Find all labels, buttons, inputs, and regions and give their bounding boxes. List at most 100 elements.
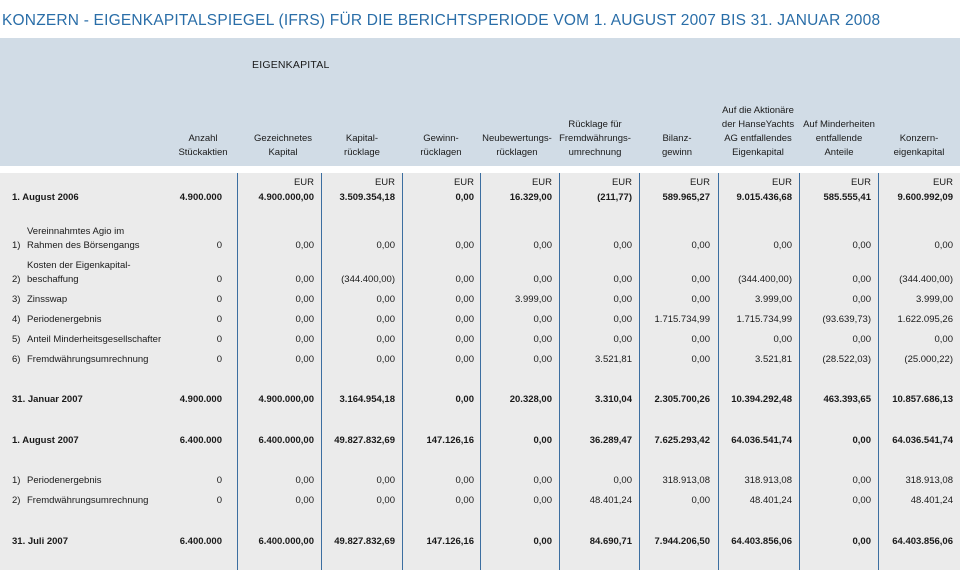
- page-title: KONZERN - EIGENKAPITALSPIEGEL (IFRS) FÜR…: [2, 12, 881, 29]
- column-rule: [799, 173, 800, 570]
- value-cell: 0,00: [852, 240, 872, 251]
- value-cell: 3.509.354,18: [339, 192, 395, 203]
- row-label-text: Periodenergebnis: [27, 475, 102, 486]
- value-cell: 3.999,00: [916, 294, 953, 305]
- value-cell: 0,00: [455, 334, 475, 345]
- value-cell: 0,00: [852, 475, 872, 486]
- column-header: Auf Minderheiten entfallende Anteile: [803, 119, 875, 158]
- value-cell: (344.400,00): [341, 274, 395, 285]
- currency-label: EUR: [374, 177, 395, 188]
- value-cell: 0,00: [295, 495, 315, 506]
- table-row: 2) Fremdwährungsumrechnung 0 0,00 0,00 0,00 0,…: [0, 478, 960, 508]
- value-cell: 0,00: [533, 475, 553, 486]
- value-cell: 1.622.095,26: [897, 314, 953, 325]
- table-row: 4) Periodenergebnis 0 0,00 0,00 0,00 0,00 0,00 1…: [0, 297, 960, 327]
- currency-label: EUR: [771, 177, 792, 188]
- row-label-text: 31. Juli 2007: [12, 536, 68, 547]
- column-header: Konzern- eigenkapital: [893, 133, 945, 158]
- table-row: 31. Juli 2007 6.400.000 6.400.000,00 49.827…: [0, 519, 960, 549]
- row-number: 2): [12, 495, 21, 506]
- value-cell: 64.403.856,06: [892, 536, 953, 547]
- value-cell: 0,00: [852, 294, 872, 305]
- column-header: Anzahl Stückaktien: [178, 133, 228, 158]
- value-cell: 84.690,71: [589, 536, 632, 547]
- value-cell: 0,00: [376, 294, 396, 305]
- value-cell: 0,00: [295, 240, 315, 251]
- row-number: 4): [12, 314, 21, 325]
- value-cell: 48.401,24: [749, 495, 792, 506]
- currency-row: EUR EUR EUR EUR EUR EUR EUR EUR EUR: [0, 176, 960, 190]
- column-rule: [321, 173, 322, 570]
- value-cell: 589.965,27: [662, 192, 710, 203]
- currency-label: EUR: [850, 177, 871, 188]
- value-cell: 0,00: [533, 274, 553, 285]
- row-number: 5): [12, 334, 21, 345]
- value-cell: 0,00: [295, 314, 315, 325]
- row-number: 2): [12, 274, 21, 285]
- value-cell: 4.900.000,00: [258, 394, 314, 405]
- value-cell: (211,77): [597, 192, 632, 203]
- value-cell: 6.400.000,00: [258, 536, 314, 547]
- value-cell: 0,00: [691, 240, 711, 251]
- table-row: 1. August 2007 6.400.000 6.400.000,00 49.82…: [0, 418, 960, 448]
- value-cell: 16.329,00: [509, 192, 552, 203]
- value-cell: 0: [216, 475, 222, 486]
- table-row: 31. Januar 2007 4.900.000 4.900.000,00 3.16…: [0, 377, 960, 407]
- value-cell: 0,00: [295, 274, 315, 285]
- value-cell: (93.639,73): [822, 314, 871, 325]
- row-number: 3): [12, 294, 21, 305]
- value-cell: 6.400.000: [179, 536, 222, 547]
- value-cell: 0,00: [533, 354, 553, 365]
- value-cell: 0: [216, 314, 222, 325]
- value-cell: 64.036.541,74: [731, 435, 792, 446]
- value-cell: 0,00: [455, 274, 475, 285]
- row-label-text: 1. August 2007: [12, 435, 79, 446]
- row-label: 2) Kosten der Eigenkapital- beschaffung: [12, 259, 131, 287]
- value-cell: 0,00: [455, 240, 475, 251]
- value-cell: 3.999,00: [755, 294, 792, 305]
- value-cell: 318.913,08: [662, 475, 710, 486]
- value-cell: 6.400.000,00: [258, 435, 314, 446]
- row-label-text: Kosten der Eigenkapital- beschaffung: [27, 260, 131, 285]
- row-label-text: Fremdwährungsumrechnung: [27, 354, 149, 365]
- header-band: [0, 38, 960, 166]
- value-cell: 0,00: [376, 354, 396, 365]
- value-cell: 0,00: [455, 314, 475, 325]
- value-cell: 0,00: [295, 334, 315, 345]
- value-cell: 585.555,41: [823, 192, 871, 203]
- row-label: 4) Periodenergebnis: [12, 313, 101, 327]
- row-label-text: 1. August 2006: [12, 192, 79, 203]
- value-cell: 0,00: [691, 495, 711, 506]
- column-header: Gezeichnetes Kapital: [253, 133, 313, 158]
- value-cell: 3.164.954,18: [339, 394, 395, 405]
- value-cell: 2.305.700,26: [654, 394, 710, 405]
- row-label-text: Fremdwährungsumrechnung: [27, 495, 149, 506]
- value-cell: 1.715.734,99: [736, 314, 792, 325]
- column-header: Bilanz- gewinn: [661, 133, 693, 158]
- value-cell: 0,00: [376, 240, 396, 251]
- table-row: 1. August 2006 4.900.000 4.900.000,00 3.509…: [0, 175, 960, 205]
- table-row: 1) Vereinnahmtes Agio im Rahmen des Börse…: [0, 223, 960, 253]
- column-rule: [402, 173, 403, 570]
- column-rule: [480, 173, 481, 570]
- value-cell: 0,00: [376, 495, 396, 506]
- value-cell: 20.328,00: [509, 394, 552, 405]
- value-cell: 3.521,81: [595, 354, 632, 365]
- value-cell: 318.913,08: [744, 475, 792, 486]
- value-cell: 0,00: [852, 334, 872, 345]
- currency-label: EUR: [293, 177, 314, 188]
- value-cell: 0,00: [691, 354, 711, 365]
- value-cell: 64.403.856,06: [731, 536, 792, 547]
- value-cell: 0,00: [934, 334, 954, 345]
- value-cell: (28.522,03): [822, 354, 871, 365]
- value-cell: 463.393,65: [823, 394, 871, 405]
- table-row: 1) Periodenergebnis 0 0,00 0,00 0,00 0,00 0,00 3…: [0, 458, 960, 488]
- value-cell: 0,00: [533, 495, 553, 506]
- value-cell: 0,00: [691, 334, 711, 345]
- table-row: 3) Zinsswap 0 0,00 0,00 0,00 3.999,00 0,00 0,00 3…: [0, 277, 960, 307]
- column-header: Gewinn- rücklagen: [420, 133, 462, 158]
- currency-label: EUR: [453, 177, 474, 188]
- row-label-text: 31. Januar 2007: [12, 394, 83, 405]
- value-cell: 64.036.541,74: [892, 435, 953, 446]
- value-cell: 49.827.832,69: [334, 435, 395, 446]
